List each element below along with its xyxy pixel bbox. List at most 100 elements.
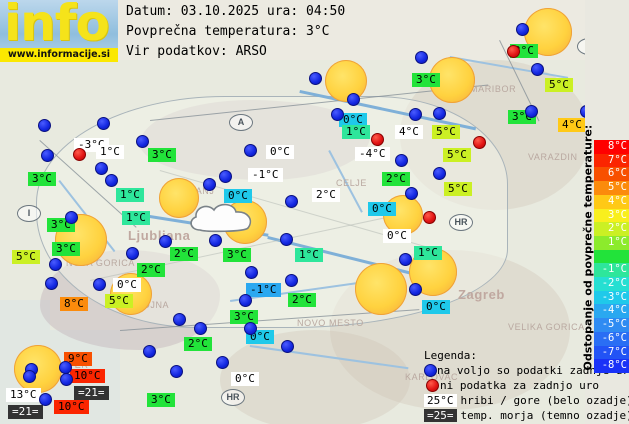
station-dot-current[interactable] (285, 195, 298, 208)
station-dot-current[interactable] (245, 266, 258, 279)
temperature-tag[interactable]: 1°C (342, 125, 370, 139)
station-dot-current[interactable] (95, 162, 108, 175)
station-dot-current[interactable] (347, 93, 360, 106)
temperature-tag[interactable]: 2°C (382, 172, 410, 186)
temperature-tag[interactable]: 1°C (122, 211, 150, 225)
station-dot-current[interactable] (194, 322, 207, 335)
station-dot-current[interactable] (39, 393, 52, 406)
temperature-tag[interactable]: 5°C (443, 148, 471, 162)
station-dot-current[interactable] (395, 154, 408, 167)
temperature-tag[interactable]: =21= (8, 405, 43, 419)
station-dot-current[interactable] (219, 170, 232, 183)
temperature-tag[interactable]: 2°C (312, 188, 340, 202)
temperature-tag[interactable]: 0°C (224, 189, 252, 203)
station-dot-current[interactable] (97, 117, 110, 130)
station-dot-current[interactable] (126, 247, 139, 260)
station-dot-stale[interactable] (73, 148, 86, 161)
station-dot-current[interactable] (65, 211, 78, 224)
station-dot-stale[interactable] (371, 133, 384, 146)
temperature-tag[interactable]: 5°C (105, 294, 133, 308)
temperature-tag[interactable]: 10°C (70, 369, 105, 383)
temperature-tag[interactable]: 3°C (412, 73, 440, 87)
temperature-tag[interactable]: 2°C (170, 247, 198, 261)
temperature-tag[interactable]: 0°C (231, 372, 259, 386)
station-dot-current[interactable] (409, 283, 422, 296)
station-dot-current[interactable] (209, 234, 222, 247)
station-dot-current[interactable] (23, 370, 36, 383)
temperature-tag[interactable]: 0°C (383, 229, 411, 243)
station-dot-current[interactable] (280, 233, 293, 246)
temperature-tag[interactable]: 2°C (184, 337, 212, 351)
temperature-tag[interactable]: 3°C (52, 242, 80, 256)
station-dot-current[interactable] (93, 278, 106, 291)
temperature-tag[interactable]: 0°C (113, 278, 141, 292)
station-dot-current[interactable] (281, 340, 294, 353)
scale-title-wrap: Odstopanje od povprečne temperature: (576, 125, 595, 373)
station-dot-current[interactable] (203, 178, 216, 191)
station-dot-stale[interactable] (507, 45, 520, 58)
station-dot-current[interactable] (173, 313, 186, 326)
station-dot-stale[interactable] (423, 211, 436, 224)
station-dot-current[interactable] (399, 253, 412, 266)
temperature-tag[interactable]: 5°C (12, 250, 40, 264)
station-dot-current[interactable] (331, 108, 344, 121)
temperature-tag[interactable]: 2°C (137, 263, 165, 277)
temperature-tag[interactable]: -1°C (246, 283, 281, 297)
temperature-tag[interactable]: =21= (74, 386, 109, 400)
temperature-tag[interactable]: -1°C (248, 168, 283, 182)
temperature-tag[interactable]: 0°C (422, 300, 450, 314)
station-dot-stale[interactable] (473, 136, 486, 149)
station-dot-current[interactable] (143, 345, 156, 358)
temperature-tag[interactable]: 0°C (368, 202, 396, 216)
station-dot-current[interactable] (239, 294, 252, 307)
temperature-tag[interactable]: 3°C (230, 310, 258, 324)
station-dot-current[interactable] (309, 72, 322, 85)
temperature-tag[interactable]: 3°C (223, 248, 251, 262)
station-dot-current[interactable] (45, 277, 58, 290)
station-dot-current[interactable] (105, 174, 118, 187)
temperature-tag[interactable]: 13°C (6, 388, 41, 402)
station-dot-current[interactable] (170, 365, 183, 378)
legend-row: 25°C hribi / gore (belo ozadje) (424, 393, 629, 408)
temperature-tag[interactable]: 5°C (432, 125, 460, 139)
station-dot-current[interactable] (159, 235, 172, 248)
site-logo[interactable]: info www.informacije.si (0, 0, 118, 62)
station-dot-current[interactable] (285, 274, 298, 287)
station-dot-current[interactable] (525, 105, 538, 118)
station-dot-current[interactable] (244, 144, 257, 157)
scale-step: -1°C (594, 263, 629, 278)
temperature-tag[interactable]: 3°C (147, 393, 175, 407)
temperature-tag[interactable]: 5°C (545, 78, 573, 92)
temperature-tag[interactable]: 3°C (28, 172, 56, 186)
temperature-tag[interactable]: 1°C (96, 145, 124, 159)
temperature-tag[interactable]: -4°C (355, 147, 390, 161)
temperature-tag[interactable]: 3°C (148, 148, 176, 162)
station-dot-current[interactable] (433, 167, 446, 180)
station-dot-current[interactable] (405, 187, 418, 200)
station-dot-current[interactable] (41, 149, 54, 162)
temperature-tag[interactable]: 9°C (64, 352, 92, 366)
station-dot-current[interactable] (136, 135, 149, 148)
temperature-tag[interactable]: 0°C (339, 113, 367, 127)
temperature-tag[interactable]: 0°C (266, 145, 294, 159)
temperature-tag[interactable]: 1°C (414, 246, 442, 260)
station-dot-current[interactable] (409, 108, 422, 121)
station-dot-current[interactable] (49, 258, 62, 271)
station-dot-current[interactable] (244, 322, 257, 335)
station-dot-current[interactable] (531, 63, 544, 76)
slovenia-temperature-map[interactable]: Ljubljana Zagreb KRANJ MARIBOR CELJE NOVO MES… (0, 0, 585, 424)
temperature-tag[interactable]: 1°C (116, 188, 144, 202)
station-dot-current[interactable] (433, 107, 446, 120)
temperature-tag[interactable]: 8°C (60, 297, 88, 311)
temperature-tag[interactable]: 2°C (288, 293, 316, 307)
temperature-tag[interactable]: 10°C (54, 400, 89, 414)
station-dot-current[interactable] (38, 119, 51, 132)
station-dot-current[interactable] (415, 51, 428, 64)
temperature-tag[interactable]: 4°C (395, 125, 423, 139)
station-dot-current[interactable] (216, 356, 229, 369)
temperature-tag[interactable]: 4°C (558, 118, 585, 132)
station-dot-current[interactable] (516, 23, 529, 36)
station-dot-current[interactable] (60, 373, 73, 386)
temperature-tag[interactable]: 1°C (295, 248, 323, 262)
temperature-tag[interactable]: 5°C (444, 182, 472, 196)
